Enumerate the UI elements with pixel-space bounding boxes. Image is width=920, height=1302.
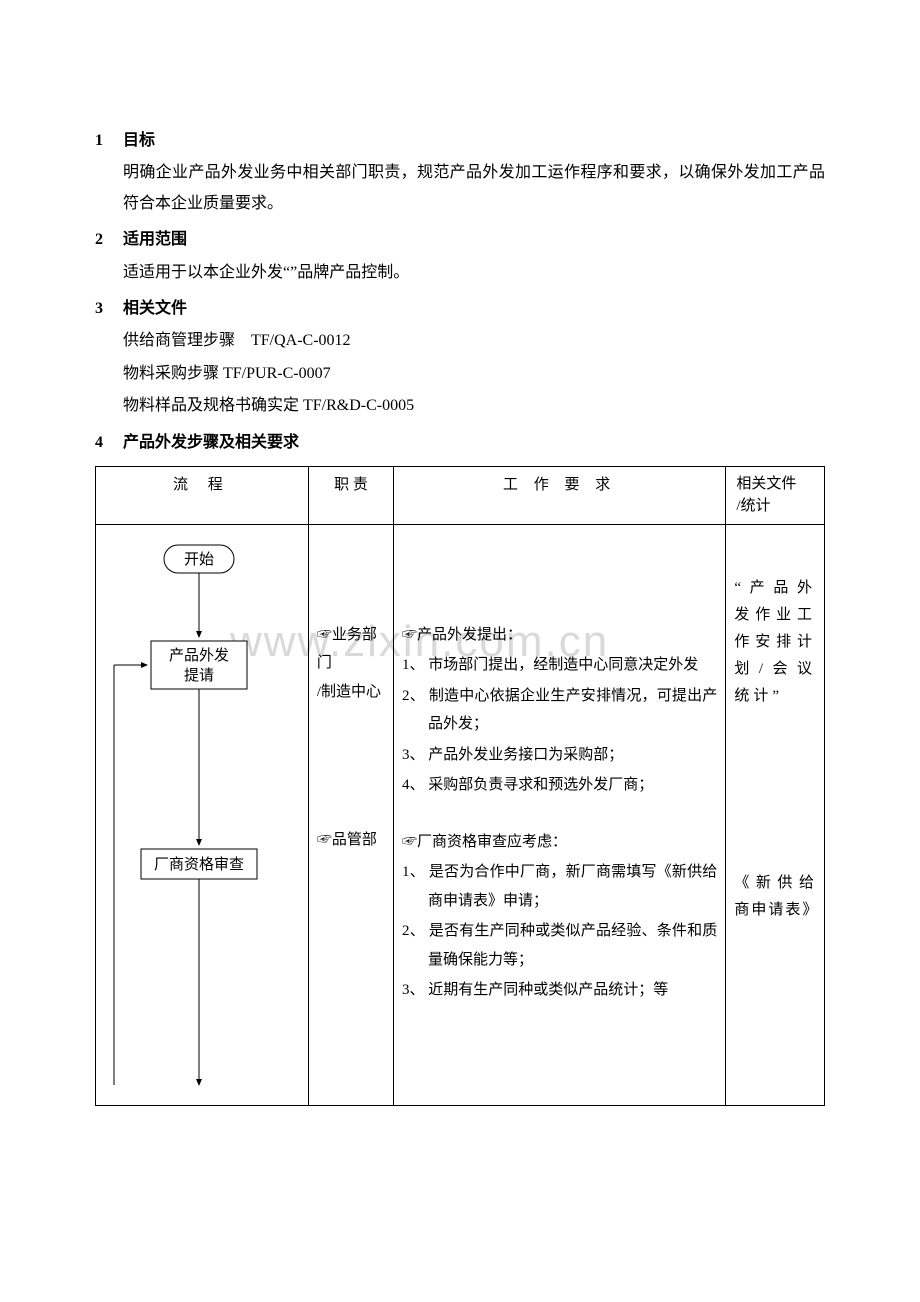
resp-2: ☞品管部 bbox=[317, 826, 385, 855]
doc-ref-1: “产品外发作业工作安排计划/会议统计” bbox=[734, 575, 816, 710]
table-body-row: 开始 产品外发 提请 厂商资格审查 bbox=[96, 524, 825, 1105]
responsibility-cell: ☞业务部门 /制造中心 ☞品管部 bbox=[308, 524, 393, 1105]
section-3-line-3: 物料样品及规格书确实定 TF/R&D-C-0005 bbox=[95, 391, 825, 421]
section-3-num: 3 bbox=[95, 294, 123, 324]
section-1-title: 目标 bbox=[123, 126, 155, 156]
section-3-line-1: 供给商管理步骤 TF/QA-C-0012 bbox=[95, 326, 825, 356]
req-g2-i2: 2、 是否有生产同种或类似产品经验、条件和质量确保能力等； bbox=[402, 917, 717, 974]
section-4-num: 4 bbox=[95, 428, 123, 458]
req-g1-i3: 3、 产品外发业务接口为采购部； bbox=[402, 741, 717, 770]
table-header-row: 流 程 职 责 工 作 要 求 相关文件 /统计 bbox=[96, 466, 825, 524]
th-doc: 相关文件 /统计 bbox=[726, 466, 825, 524]
section-1-body: 明确企业产品外发业务中相关部门职责，规范产品外发加工运作程序和要求，以确保外发加… bbox=[95, 158, 825, 219]
th-resp: 职 责 bbox=[308, 466, 393, 524]
requirements-cell: ☞产品外发提出： 1、 市场部门提出，经制造中心同意决定外发 2、 制造中心依据… bbox=[394, 524, 726, 1105]
req-g2-i3: 3、 近期有生产同种或类似产品统计；等 bbox=[402, 976, 717, 1005]
section-3-head: 3 相关文件 bbox=[95, 294, 825, 324]
req-g1-i1: 1、 市场部门提出，经制造中心同意决定外发 bbox=[402, 651, 717, 680]
section-4-head: 4 产品外发步骤及相关要求 bbox=[95, 428, 825, 458]
section-3-line-2: 物料采购步骤 TF/PUR-C-0007 bbox=[95, 359, 825, 389]
section-2-head: 2 适用范围 bbox=[95, 225, 825, 255]
section-2-title: 适用范围 bbox=[123, 225, 187, 255]
doc-ref-2: 《新供给商申请表》 bbox=[734, 870, 816, 924]
section-2-body: 适适用于以本企业外发“”品牌产品控制。 bbox=[95, 258, 825, 288]
section-3-title: 相关文件 bbox=[123, 294, 187, 324]
procedure-table: 流 程 职 责 工 作 要 求 相关文件 /统计 开始 bbox=[95, 466, 825, 1106]
flowchart-cell: 开始 产品外发 提请 厂商资格审查 bbox=[96, 524, 309, 1105]
flow-node-1-line1: 产品外发 bbox=[169, 647, 229, 664]
th-flow: 流 程 bbox=[96, 466, 309, 524]
flowchart-svg: 开始 产品外发 提请 厂商资格审查 bbox=[96, 525, 301, 1105]
flow-node-2: 厂商资格审查 bbox=[154, 856, 244, 873]
section-1-num: 1 bbox=[95, 126, 123, 156]
req-g1-lead: ☞产品外发提出： bbox=[402, 621, 717, 650]
req-g2-i1: 1、 是否为合作中厂商，新厂商需填写《新供给商申请表》申请； bbox=[402, 858, 717, 915]
section-4-title: 产品外发步骤及相关要求 bbox=[123, 428, 299, 458]
req-g1-i4: 4、 采购部负责寻求和预选外发厂商； bbox=[402, 771, 717, 800]
section-2-num: 2 bbox=[95, 225, 123, 255]
req-g1-i2: 2、 制造中心依据企业生产安排情况，可提出产品外发； bbox=[402, 682, 717, 739]
resp-1-line2: /制造中心 bbox=[317, 678, 385, 707]
th-req: 工 作 要 求 bbox=[394, 466, 726, 524]
flow-node-start: 开始 bbox=[184, 551, 214, 568]
resp-1-line1: ☞业务部门 bbox=[317, 621, 385, 678]
flow-node-1-line2: 提请 bbox=[184, 667, 214, 684]
section-1-head: 1 目标 bbox=[95, 126, 825, 156]
related-docs-cell: “产品外发作业工作安排计划/会议统计” 《新供给商申请表》 bbox=[726, 524, 825, 1105]
req-g2-lead: ☞厂商资格审查应考虑： bbox=[402, 828, 717, 857]
